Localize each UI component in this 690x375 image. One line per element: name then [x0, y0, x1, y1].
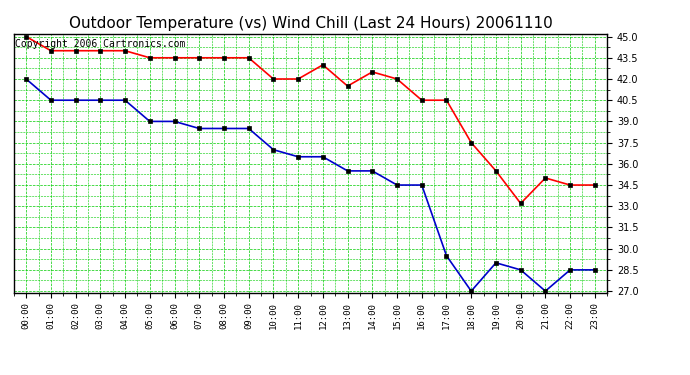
Title: Outdoor Temperature (vs) Wind Chill (Last 24 Hours) 20061110: Outdoor Temperature (vs) Wind Chill (Las… — [68, 16, 553, 31]
Text: Copyright 2006 Cartronics.com: Copyright 2006 Cartronics.com — [15, 39, 186, 49]
